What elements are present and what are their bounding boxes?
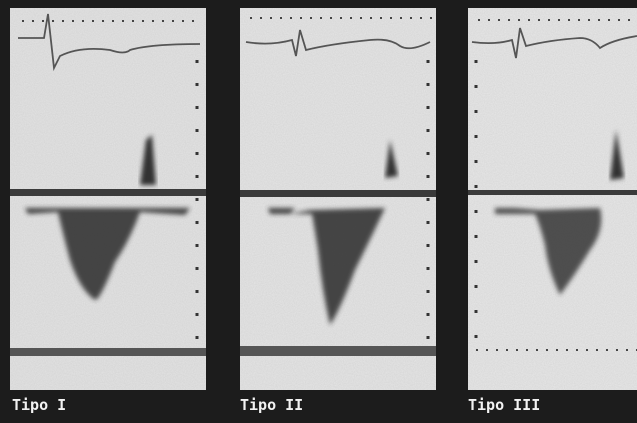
panel-label: Tipo I (12, 396, 66, 414)
panel (468, 8, 637, 390)
panel (10, 8, 206, 390)
panel-label: Tipo II (240, 396, 303, 414)
panel (240, 8, 436, 390)
panel-label: Tipo III (468, 396, 540, 414)
